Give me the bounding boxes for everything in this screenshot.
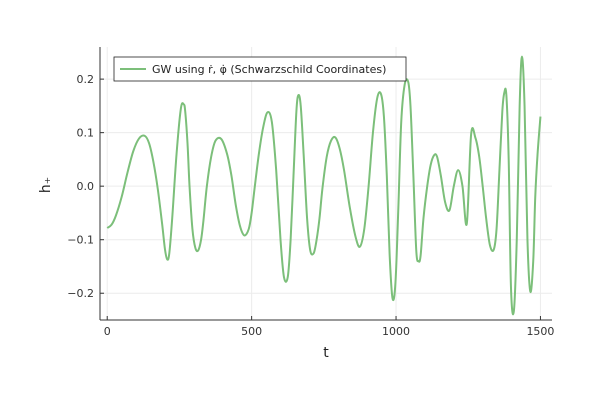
y-axis-label: h₊ bbox=[38, 177, 54, 193]
series-layer bbox=[106, 55, 542, 316]
x-ticks: 0 500 1000 1500 bbox=[104, 316, 554, 338]
x-tick-label: 1000 bbox=[382, 325, 410, 338]
y-tick-label: −0.1 bbox=[67, 234, 94, 247]
grid-lines bbox=[100, 47, 552, 320]
legend-entry: GW using ṙ, φ̇ (Schwarzschild Coordinate… bbox=[152, 63, 386, 76]
y-tick-label: 0.2 bbox=[77, 73, 95, 86]
y-ticks: −0.2 −0.1 0.0 0.1 0.2 bbox=[67, 73, 104, 300]
y-tick-label: −0.2 bbox=[67, 287, 94, 300]
x-tick-label: 500 bbox=[241, 325, 262, 338]
series-line bbox=[106, 55, 542, 316]
x-tick-label: 1500 bbox=[526, 325, 554, 338]
y-tick-label: 0.1 bbox=[77, 127, 95, 140]
x-axis-label: t bbox=[323, 345, 329, 361]
legend-box bbox=[113, 56, 407, 82]
legend: GW using ṙ, φ̇ (Schwarzschild Coordinate… bbox=[113, 56, 407, 82]
axes bbox=[99, 47, 552, 321]
y-tick-label: 0.0 bbox=[77, 180, 95, 193]
x-tick-label: 0 bbox=[104, 325, 111, 338]
